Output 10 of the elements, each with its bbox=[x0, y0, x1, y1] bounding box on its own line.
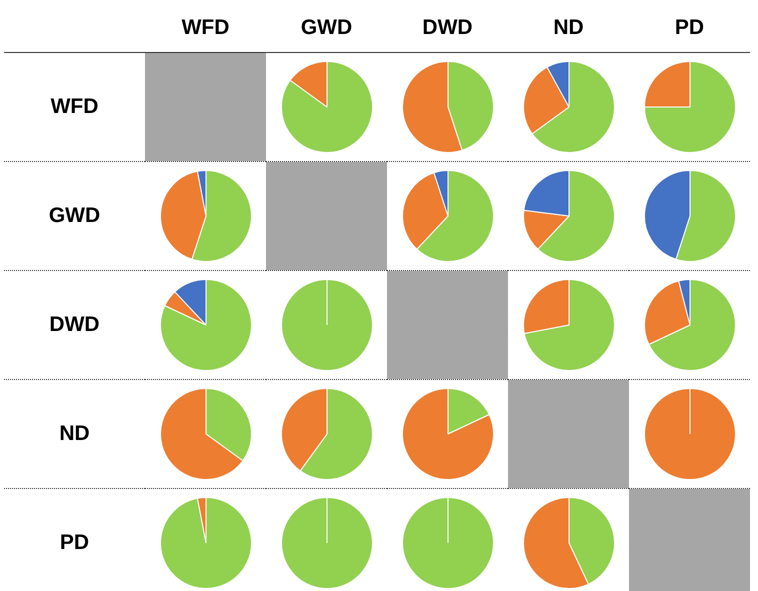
category-label: DWD bbox=[49, 312, 100, 336]
category-label: ND bbox=[59, 422, 90, 444]
category-label: DWD bbox=[387, 4, 508, 52]
category-label: WFD bbox=[145, 4, 266, 52]
category-label: PD bbox=[60, 530, 90, 554]
category-label: ND bbox=[508, 4, 629, 52]
category-label: GWD bbox=[48, 204, 100, 226]
category-label: GWD bbox=[266, 4, 387, 52]
category-label: WFD bbox=[50, 94, 98, 118]
category-label: PD bbox=[629, 4, 750, 52]
